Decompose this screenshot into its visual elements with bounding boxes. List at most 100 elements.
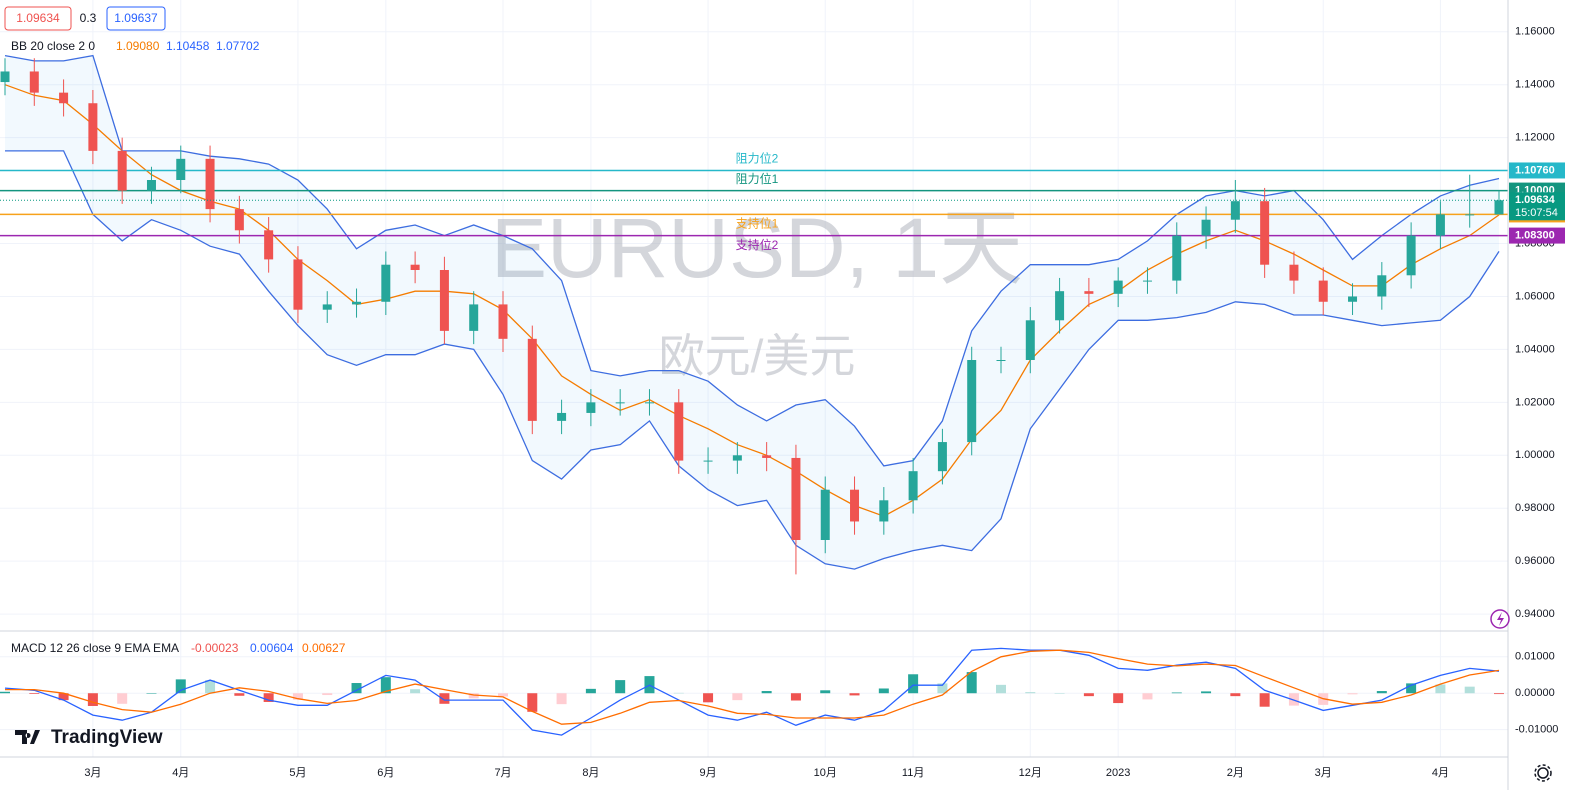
countdown: 15:07:54 xyxy=(1515,207,1558,219)
candle-body xyxy=(762,455,772,458)
indicator-line xyxy=(5,649,1500,725)
bb-basis-value: 1.09080 xyxy=(116,39,160,53)
candle-body xyxy=(791,457,801,540)
macd-histogram-bar xyxy=(1201,691,1212,694)
alert-icon[interactable] xyxy=(1490,609,1510,629)
macd-histogram-bar xyxy=(29,693,40,694)
macd-histogram-bar xyxy=(205,680,216,694)
signal-value: 0.00627 xyxy=(302,641,346,655)
candle-body xyxy=(644,402,654,404)
macd-histogram-bar xyxy=(1494,693,1504,695)
macd-histogram-bar xyxy=(1288,693,1299,706)
candle-body xyxy=(674,402,684,461)
y-tick-label: 1.12000 xyxy=(1515,132,1555,144)
macd-histogram-bar xyxy=(1376,691,1387,694)
macd-histogram-bar xyxy=(820,690,831,694)
y-tick-label: 1.06000 xyxy=(1515,290,1555,302)
level-tag-label: 1.10760 xyxy=(1515,164,1555,176)
watermark-subtitle: 欧元/美元 xyxy=(659,330,856,382)
macd-histogram-bar xyxy=(1142,693,1153,700)
level-name: 支持位1 xyxy=(736,216,779,231)
logo-mark xyxy=(15,730,40,744)
settings-icon[interactable] xyxy=(1534,764,1552,782)
candle-body xyxy=(293,259,303,310)
macd-histogram-bar xyxy=(234,693,245,696)
candle-body xyxy=(176,158,186,180)
macd-histogram-bar xyxy=(1054,693,1065,694)
candle-body xyxy=(586,402,596,413)
candle-body xyxy=(1142,280,1152,282)
macd-histogram-bar xyxy=(1083,693,1094,697)
spread: 0.3 xyxy=(80,11,97,25)
last-price-tag xyxy=(1509,192,1565,221)
brand: TradingView xyxy=(51,727,163,748)
candle-body xyxy=(1289,264,1299,281)
candle-body xyxy=(1113,280,1123,294)
watermark-title: EURUSD, 1天 xyxy=(491,201,1023,295)
bid-box[interactable] xyxy=(4,6,72,31)
x-tick-label: 4月 xyxy=(1432,767,1449,779)
macd-histogram-bar xyxy=(966,672,977,694)
candle-body xyxy=(205,158,215,210)
x-tick-label: 3月 xyxy=(1315,767,1332,779)
candle-body xyxy=(0,71,10,83)
y-tick-label: 1.16000 xyxy=(1515,26,1555,38)
candle-body xyxy=(879,500,889,522)
macd-histogram-bar xyxy=(58,693,69,701)
macd-histogram-bar xyxy=(1406,683,1417,694)
y-tick-label: 1.14000 xyxy=(1515,79,1555,91)
x-tick-label: 7月 xyxy=(494,767,511,779)
candle-body xyxy=(1377,275,1387,297)
candle-body xyxy=(117,150,127,191)
y-tick-label: 1.02000 xyxy=(1515,396,1555,408)
level-tag xyxy=(1509,227,1565,244)
macd-histogram-bar xyxy=(585,688,596,694)
macd-histogram-bar xyxy=(673,692,684,694)
macd-histogram-bar xyxy=(87,693,98,706)
macd-histogram-bar xyxy=(732,693,743,701)
candle-body xyxy=(381,264,391,302)
x-tick-label: 12月 xyxy=(1019,767,1042,779)
bb-upper-value: 1.10458 xyxy=(166,39,210,53)
macd-histogram-bar xyxy=(146,693,157,694)
candle-body xyxy=(615,402,625,404)
y-tick-label: -0.01000 xyxy=(1515,724,1558,736)
candle-body xyxy=(1348,296,1358,302)
indicator-line xyxy=(5,150,1500,570)
macd-histogram-bar xyxy=(1230,693,1241,697)
candle-body xyxy=(1318,280,1328,302)
last-price-label: 1.09634 xyxy=(1515,194,1556,206)
candle-body xyxy=(850,489,860,522)
candle-body xyxy=(59,92,69,104)
candle-body xyxy=(1055,291,1065,321)
macd-value: 0.00604 xyxy=(250,641,294,655)
x-tick-label: 9月 xyxy=(699,767,716,779)
candle-body xyxy=(1201,219,1211,236)
macd-histogram-bar xyxy=(849,693,860,696)
y-tick-label: 0.00000 xyxy=(1515,687,1555,699)
x-tick-label: 6月 xyxy=(377,767,394,779)
macd-histogram-bar xyxy=(468,693,479,699)
level-name: 阻力位2 xyxy=(736,151,779,166)
ask-box[interactable] xyxy=(106,6,166,31)
macd-hist-value: -0.00023 xyxy=(191,641,239,655)
candle-body xyxy=(29,71,39,93)
x-tick-label: 2月 xyxy=(1227,767,1244,779)
indicator-line xyxy=(4,54,1500,467)
candle-body xyxy=(820,489,830,540)
macd-histogram-bar xyxy=(878,688,889,694)
candle-body xyxy=(1465,214,1475,216)
macd-histogram-bar xyxy=(1347,693,1358,695)
macd-histogram-bar xyxy=(1435,684,1446,694)
level-tag-label: 1.08300 xyxy=(1515,229,1555,241)
axes: 1.160001.140001.120001.100001.080001.060… xyxy=(84,26,1565,779)
candle-body xyxy=(88,103,98,151)
macd-histogram-bar xyxy=(263,693,274,702)
y-tick-label: 0.01000 xyxy=(1515,651,1555,663)
candle-body xyxy=(1230,201,1240,220)
candle-body xyxy=(996,360,1006,361)
candle-body xyxy=(264,230,274,260)
candle-body xyxy=(527,338,537,421)
x-tick-label: 5月 xyxy=(289,767,306,779)
